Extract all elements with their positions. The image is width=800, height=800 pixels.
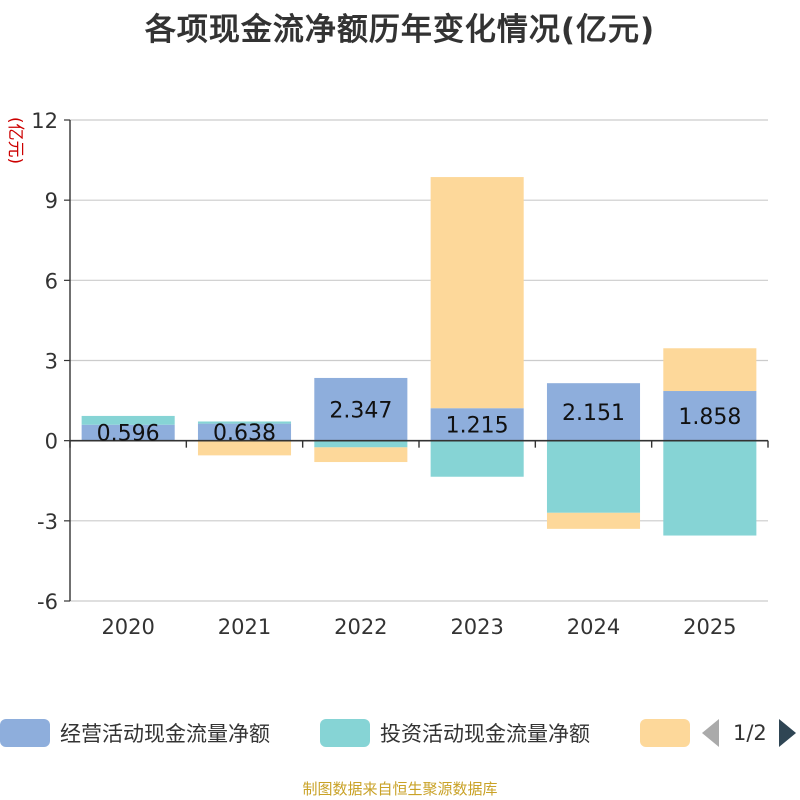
x-category-label: 2025 — [683, 615, 736, 639]
x-category-label: 2020 — [101, 615, 154, 639]
legend-swatch-financing — [640, 719, 690, 747]
bar-1-2020 — [81, 415, 175, 425]
y-tick-label: -6 — [37, 590, 58, 614]
x-category-label: 2024 — [567, 615, 620, 639]
legend-prev-page-icon[interactable] — [702, 719, 719, 747]
bar-2-2022 — [314, 447, 408, 463]
y-tick-label: 0 — [45, 430, 58, 454]
axes: -6 -3 0 3 6 9 12 2020 2021 2022 2023 2024 2025 — [31, 109, 769, 639]
y-tick-label: 6 — [45, 269, 58, 293]
legend-label-investing: 投资活动现金流量净额 — [380, 722, 590, 746]
data-source-note: 制图数据来自恒生聚源数据库 — [302, 780, 498, 798]
bar-1-2025 — [663, 440, 757, 536]
legend-next-page-icon[interactable] — [778, 719, 796, 747]
data-label-operating: 1.858 — [678, 405, 741, 430]
bar-2-2024 — [546, 512, 641, 529]
legend-pager: 1/2 — [702, 718, 796, 748]
bar-0-2022 — [314, 377, 408, 441]
bar-1-2022 — [314, 440, 408, 448]
bar-1-2023 — [430, 440, 524, 477]
bar-1-2021 — [197, 421, 292, 424]
legend-label-operating: 经营活动现金流量净额 — [60, 722, 270, 746]
data-label-operating: 2.151 — [562, 401, 625, 426]
bar-0-2021 — [197, 423, 292, 441]
grid-lines — [70, 119, 768, 602]
bar-0-2023 — [430, 408, 524, 441]
legend-item-operating[interactable]: 经营活动现金流量净额 — [0, 718, 270, 748]
data-label-operating: 2.347 — [329, 398, 392, 423]
bar-0-2025 — [663, 391, 757, 441]
legend: 经营活动现金流量净额 投资活动现金流量净额 1/2 — [0, 712, 800, 756]
y-tick-label: 3 — [45, 350, 58, 374]
bar-2-2023 — [430, 177, 524, 409]
bar-0-2024 — [546, 383, 641, 441]
x-category-label: 2021 — [218, 615, 271, 639]
bar-2-2025 — [663, 348, 757, 392]
data-label-operating: 0.638 — [213, 421, 276, 446]
data-label-operating: 0.596 — [97, 422, 160, 447]
legend-item-financing[interactable] — [640, 718, 700, 748]
y-tick-label: -3 — [37, 510, 58, 534]
y-tick-label: 9 — [45, 189, 58, 213]
legend-swatch-investing — [320, 719, 370, 747]
bar-0-2020 — [81, 424, 175, 441]
chart-title: 各项现金流净额历年变化情况(亿元) — [144, 12, 656, 48]
x-category-label: 2023 — [450, 615, 503, 639]
legend-page-indicator: 1/2 — [733, 721, 767, 745]
bar-marks — [81, 177, 757, 536]
x-category-label: 2022 — [334, 615, 387, 639]
bar-2-2021 — [197, 440, 292, 456]
data-label-operating: 1.215 — [446, 413, 509, 438]
bar-1-2024 — [546, 440, 641, 513]
legend-swatch-operating — [0, 719, 50, 747]
legend-item-investing[interactable]: 投资活动现金流量净额 — [320, 718, 590, 748]
data-labels: 0.596 0.638 2.347 1.215 2.151 1.858 — [97, 398, 742, 446]
bar-chart: -6 -3 0 3 6 9 12 2020 2021 2022 2023 2024 2025 0.596… — [31, 109, 769, 639]
y-tick-label: 12 — [31, 109, 58, 133]
